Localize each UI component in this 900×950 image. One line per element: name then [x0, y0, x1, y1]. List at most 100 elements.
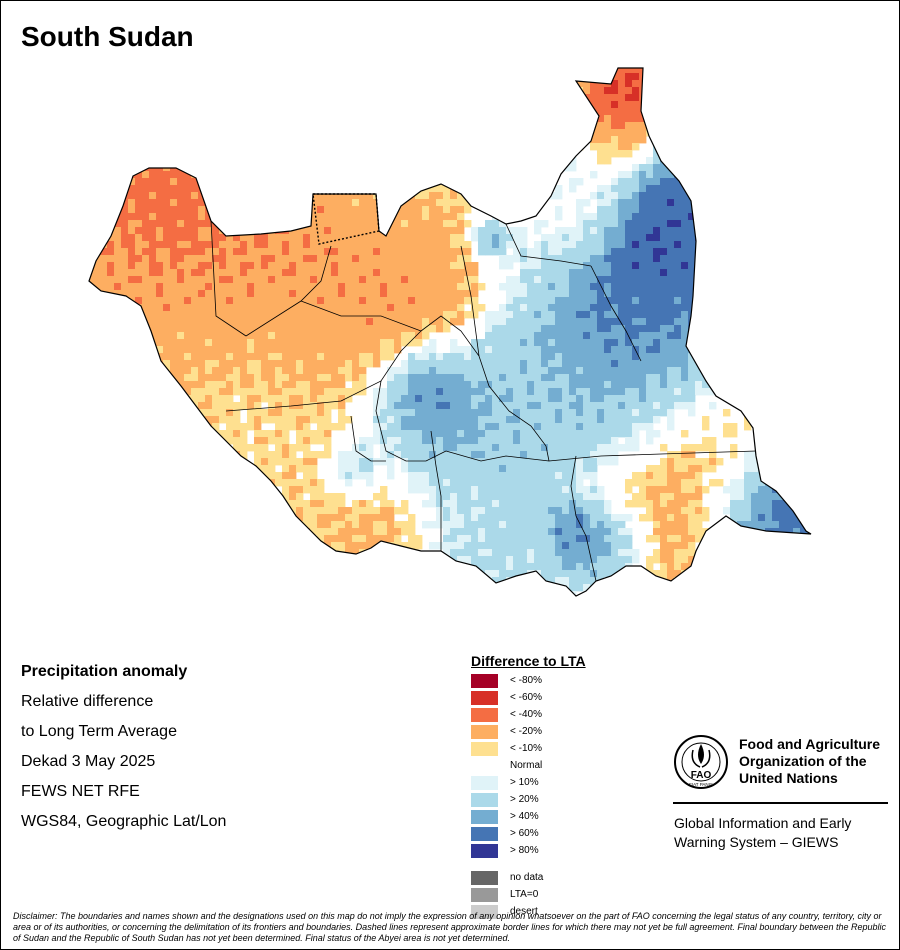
anomaly-cell — [618, 409, 626, 417]
anomaly-cell — [163, 339, 171, 347]
anomaly-cell — [478, 493, 486, 501]
anomaly-cell — [380, 234, 388, 242]
anomaly-cell — [275, 360, 283, 368]
anomaly-cell — [436, 437, 444, 445]
anomaly-cell — [163, 353, 171, 361]
anomaly-cell — [443, 409, 451, 417]
anomaly-cell — [317, 220, 325, 228]
anomaly-cell — [331, 220, 339, 228]
anomaly-cell — [429, 346, 437, 354]
anomaly-cell — [555, 437, 563, 445]
anomaly-cell — [660, 311, 668, 319]
anomaly-cell — [681, 444, 689, 452]
anomaly-cell — [555, 388, 563, 396]
anomaly-cell — [422, 416, 430, 424]
anomaly-cell — [653, 402, 661, 410]
anomaly-cell — [394, 220, 402, 228]
anomaly-cell — [317, 395, 325, 403]
anomaly-cell — [681, 192, 689, 200]
anomaly-cell — [681, 458, 689, 466]
anomaly-cell — [471, 416, 479, 424]
anomaly-cell — [590, 479, 598, 487]
anomaly-cell — [317, 276, 325, 284]
anomaly-cell — [415, 255, 423, 263]
anomaly-cell — [513, 458, 521, 466]
anomaly-cell — [520, 416, 528, 424]
anomaly-cell — [576, 381, 584, 389]
anomaly-cell — [345, 255, 353, 263]
anomaly-cell — [247, 367, 255, 375]
anomaly-cell — [205, 360, 213, 368]
anomaly-cell — [429, 325, 437, 333]
anomaly-cell — [282, 381, 290, 389]
anomaly-cell — [254, 458, 262, 466]
anomaly-cell — [338, 423, 346, 431]
anomaly-cell — [681, 199, 689, 207]
anomaly-cell — [205, 255, 213, 263]
anomaly-cell — [100, 283, 108, 291]
anomaly-cell — [513, 500, 521, 508]
anomaly-cell — [618, 332, 626, 340]
anomaly-cell — [597, 185, 605, 193]
anomaly-cell — [506, 444, 514, 452]
anomaly-cell — [436, 290, 444, 298]
anomaly-cell — [366, 346, 374, 354]
anomaly-cell — [310, 220, 318, 228]
anomaly-cell — [296, 402, 304, 410]
anomaly-cell — [702, 444, 710, 452]
anomaly-cell — [744, 451, 752, 459]
anomaly-cell — [513, 297, 521, 305]
anomaly-cell — [422, 213, 430, 221]
anomaly-cell — [709, 402, 717, 410]
anomaly-cell — [597, 339, 605, 347]
anomaly-cell — [639, 402, 647, 410]
anomaly-cell — [632, 381, 640, 389]
anomaly-cell — [401, 381, 409, 389]
anomaly-cell — [345, 192, 353, 200]
anomaly-cell — [611, 360, 619, 368]
anomaly-cell — [625, 94, 633, 102]
anomaly-cell — [681, 339, 689, 347]
anomaly-cell — [422, 458, 430, 466]
anomaly-cell — [233, 248, 241, 256]
anomaly-cell — [597, 150, 605, 158]
anomaly-cell — [695, 493, 703, 501]
anomaly-cell — [485, 493, 493, 501]
anomaly-cell — [366, 325, 374, 333]
anomaly-cell — [254, 437, 262, 445]
anomaly-cell — [324, 311, 332, 319]
anomaly-cell — [562, 234, 570, 242]
anomaly-cell — [611, 437, 619, 445]
anomaly-cell — [562, 227, 570, 235]
anomaly-cell — [443, 465, 451, 473]
anomaly-cell — [401, 206, 409, 214]
anomaly-cell — [457, 479, 465, 487]
anomaly-cell — [303, 269, 311, 277]
anomaly-cell — [324, 388, 332, 396]
anomaly-cell — [282, 444, 290, 452]
anomaly-cell — [464, 430, 472, 438]
anomaly-cell — [751, 465, 759, 473]
anomaly-cell — [345, 346, 353, 354]
anomaly-cell — [401, 283, 409, 291]
anomaly-cell — [527, 297, 535, 305]
anomaly-cell — [555, 283, 563, 291]
anomaly-cell — [618, 241, 626, 249]
anomaly-cell — [191, 276, 199, 284]
anomaly-cell — [646, 255, 654, 263]
anomaly-cell — [114, 255, 122, 263]
anomaly-cell — [625, 395, 633, 403]
anomaly-cell — [198, 388, 206, 396]
anomaly-cell — [562, 423, 570, 431]
anomaly-cell — [506, 283, 514, 291]
anomaly-cell — [387, 437, 395, 445]
anomaly-cell — [492, 486, 500, 494]
anomaly-cell — [429, 199, 437, 207]
anomaly-cell — [240, 297, 248, 305]
anomaly-cell — [716, 479, 724, 487]
anomaly-cell — [198, 353, 206, 361]
anomaly-cell — [534, 423, 542, 431]
anomaly-cell — [261, 437, 269, 445]
anomaly-cell — [583, 451, 591, 459]
anomaly-cell — [408, 353, 416, 361]
